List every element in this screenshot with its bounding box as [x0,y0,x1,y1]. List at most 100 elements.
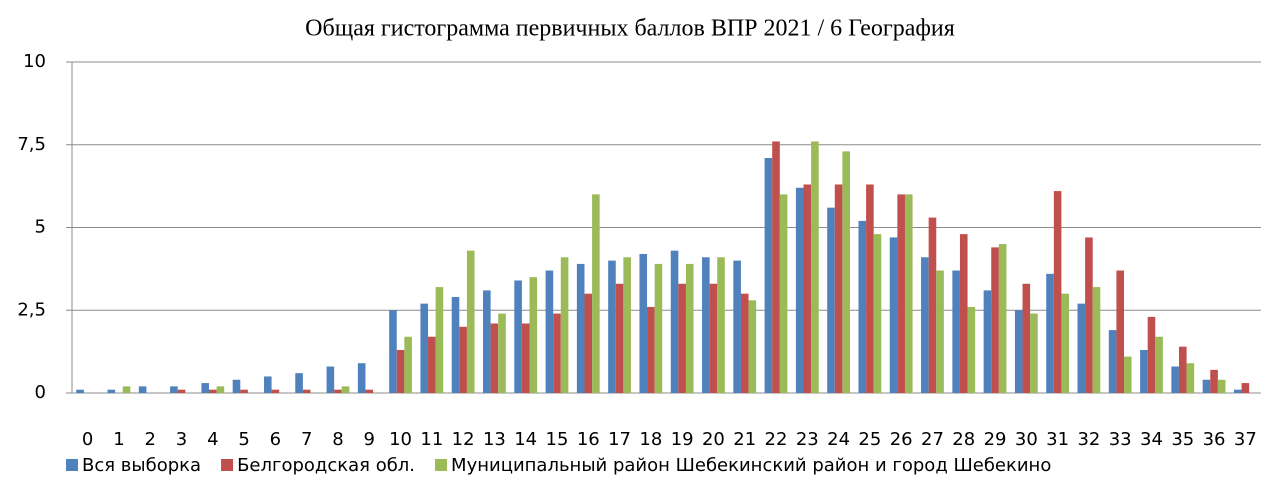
bar [201,383,210,393]
bar [772,141,780,393]
x-tick-label: 16 [577,429,600,450]
bar [1053,191,1062,393]
x-tick-label: 6 [270,429,281,450]
bar [921,257,929,393]
legend-label: Белгородская обл. [237,455,415,476]
bar [959,234,968,393]
bar [122,386,131,393]
bar [952,270,960,393]
x-tick-label: 29 [984,429,1007,450]
x-tick-label: 31 [1046,429,1069,450]
y-tick-label: 10 [23,51,46,72]
bar [1147,316,1156,393]
bar [983,290,992,393]
bar [483,290,491,393]
bar [389,310,397,393]
x-tick-label: 36 [1203,429,1226,450]
bar [998,244,1007,393]
bar [1178,346,1187,393]
x-tick-label: 37 [1234,429,1257,450]
bar [654,263,663,393]
bar [1116,270,1124,393]
x-tick-label: 32 [1077,429,1100,450]
bar [873,234,882,393]
bar [889,237,898,393]
bar [1022,283,1031,393]
bar [1140,349,1148,393]
bar [1186,363,1195,393]
bar [1092,287,1101,393]
legend-swatch [435,459,448,471]
bar [779,194,788,393]
bar [764,157,773,393]
bar [1210,369,1218,393]
bar [936,270,944,393]
bar [209,389,217,393]
bar [592,194,600,393]
x-tick-label: 25 [858,429,881,450]
bar [827,207,835,393]
bar [302,389,311,393]
x-tick-label: 28 [952,429,975,450]
bar [170,386,178,393]
x-tick-label: 11 [420,429,443,450]
legend-label: Вся выборка [82,455,201,476]
bar [1014,310,1023,393]
bar [529,277,538,393]
bar [866,184,874,393]
bar [263,376,272,393]
bar [357,363,366,393]
bar [717,257,725,393]
bar [326,366,335,393]
bar [420,303,429,393]
x-tick-label: 12 [452,429,475,450]
bar [435,287,444,393]
bar [904,194,913,393]
bar [709,283,718,393]
bar [858,220,867,393]
x-tick-label: 23 [796,429,819,450]
bar [576,263,585,393]
bar [451,297,460,393]
x-tick-label: 34 [1140,429,1163,450]
bar [341,386,350,393]
legend-swatch [66,459,78,471]
x-tick-label: 3 [176,429,187,450]
x-tick-label: 9 [364,429,375,450]
bar [1155,336,1163,393]
bar [107,389,116,393]
bar [991,247,999,393]
bar [685,263,694,393]
bar [138,386,147,393]
bar [1061,293,1070,393]
bar [678,283,686,393]
x-tick-label: 24 [827,429,850,450]
y-tick-label: 0 [35,382,46,403]
bar [795,187,804,393]
bar [521,323,530,393]
bar [803,184,812,393]
x-tick-label: 27 [921,429,944,450]
bar [428,336,436,393]
bar [490,323,499,393]
bar [733,260,741,393]
bar [1233,389,1242,393]
bar [560,257,569,393]
chart-title: Общая гистограмма первичных баллов ВПР 2… [305,16,955,42]
bar [177,389,186,393]
x-tick-label: 1 [113,429,124,450]
x-tick-label: 13 [483,429,506,450]
legend-swatch [221,459,234,471]
bar [1217,379,1226,393]
bar [670,250,679,393]
x-tick-label: 18 [639,429,662,450]
x-tick-label: 10 [389,429,412,450]
bar [584,293,593,393]
x-tick-label: 17 [608,429,631,450]
x-tick-label: 20 [702,429,725,450]
bar [748,300,757,393]
bar [466,250,475,393]
bar [842,151,850,393]
